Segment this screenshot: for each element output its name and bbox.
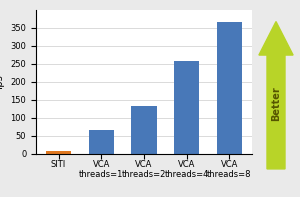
Bar [88,130,114,154]
Bar [174,61,200,154]
Bar [131,106,157,154]
Bar [217,22,242,154]
FancyArrow shape [259,22,293,169]
Bar [46,151,71,154]
Text: Better: Better [271,86,281,121]
Y-axis label: fps: fps [0,74,5,89]
